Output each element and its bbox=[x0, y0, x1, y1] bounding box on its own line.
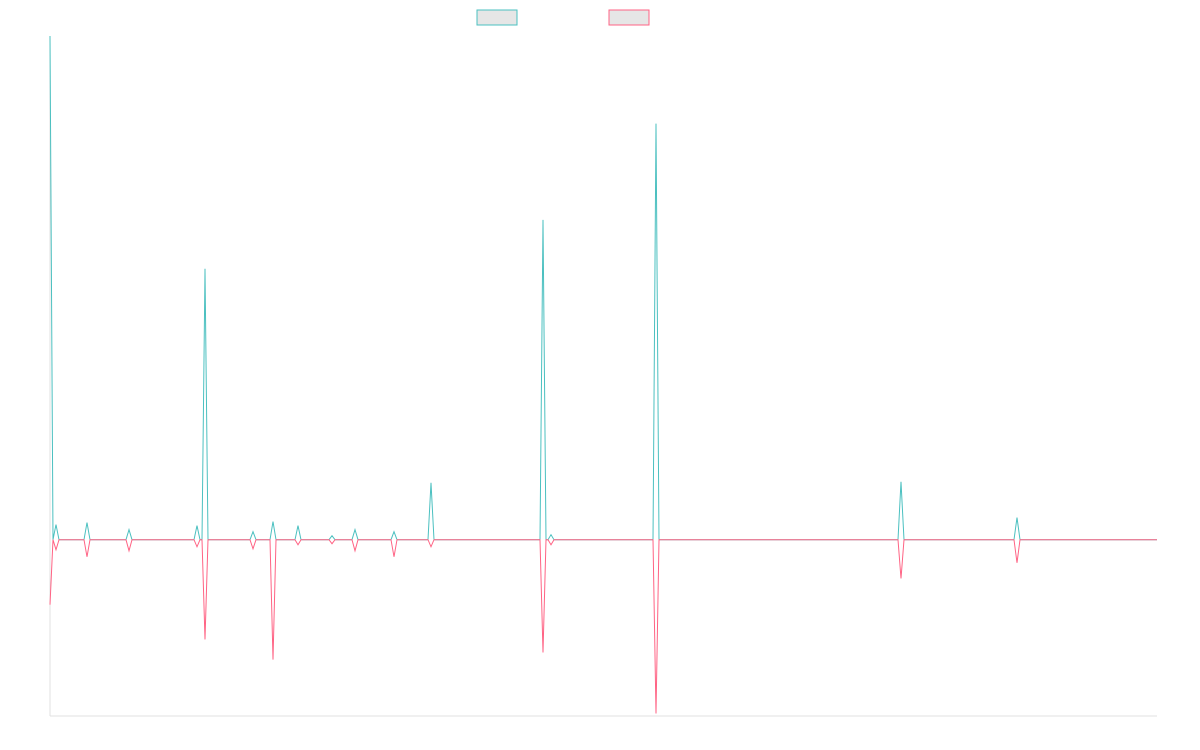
legend-swatch bbox=[608, 9, 650, 26]
legend-swatch bbox=[476, 9, 518, 26]
series-line bbox=[49, 35, 1157, 541]
series-line bbox=[49, 539, 1157, 714]
